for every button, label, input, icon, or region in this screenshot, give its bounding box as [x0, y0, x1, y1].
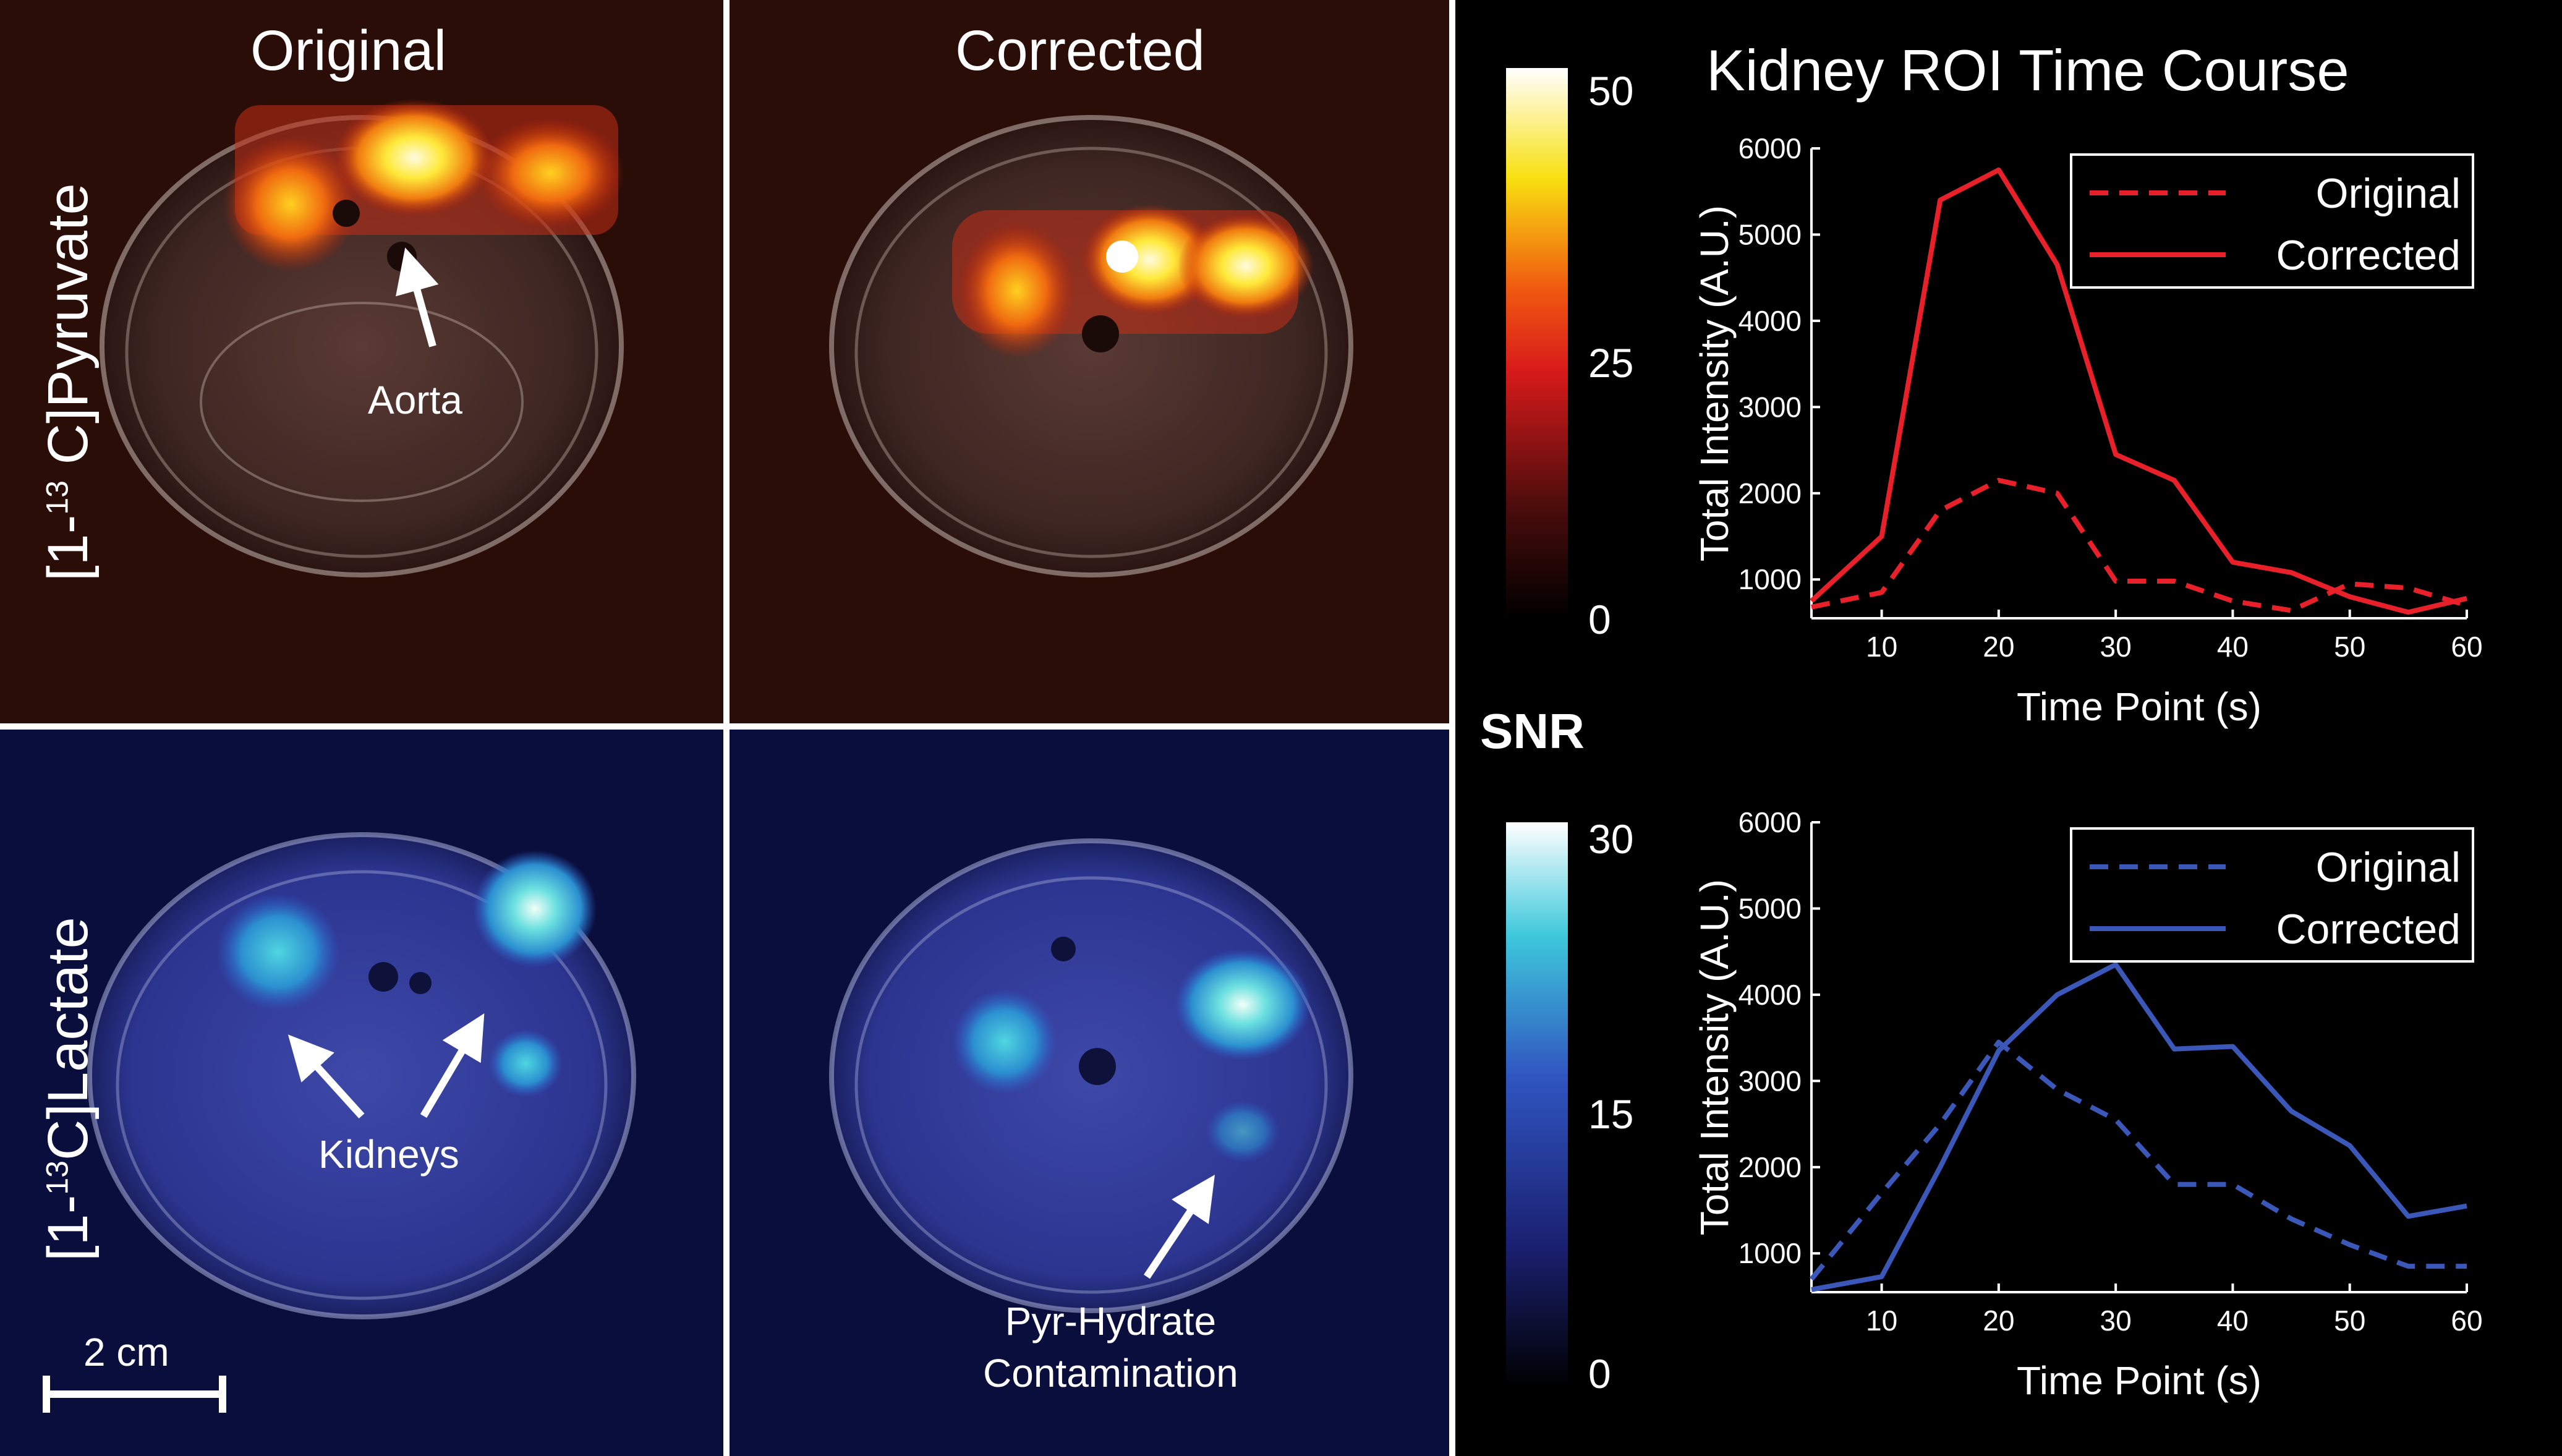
x-tick-label: 20	[1983, 1305, 2014, 1337]
y-tick-label: 3000	[1738, 391, 1802, 423]
x-tick-label: 30	[2100, 1305, 2132, 1337]
x-tick-label: 40	[2217, 631, 2249, 663]
series-line-corrected	[1811, 962, 2467, 1292]
y-tick-label: 6000	[1738, 132, 1802, 164]
arrow-kidney-left	[287, 1034, 365, 1119]
snr-label: SNR	[1480, 704, 1585, 759]
colorbars: 50 25 0 SNR 30 15 0	[1480, 68, 1633, 1397]
series-line-corrected	[1810, 167, 2467, 615]
arrow-pyr-hydrate	[1144, 1175, 1215, 1279]
y-axis-label: Total Intensity (A.U.)	[1692, 205, 1737, 561]
colorbar-pyruvate-mid: 25	[1588, 340, 1633, 386]
x-tick-label: 50	[2334, 631, 2365, 663]
y-tick-label: 5000	[1738, 892, 1802, 924]
column-label-original: Original	[250, 19, 447, 82]
y-tick-label: 2000	[1738, 1151, 1802, 1183]
y-tick-label: 1000	[1738, 563, 1802, 595]
x-tick-label: 30	[2100, 631, 2132, 663]
label-aorta: Aorta	[368, 378, 462, 422]
x-axis-label: Time Point (s)	[2017, 1358, 2262, 1403]
x-tick-label: 50	[2334, 1305, 2365, 1337]
legend-box	[2070, 153, 2474, 289]
y-axis-label: Total Intensity (A.U.)	[1692, 879, 1737, 1235]
annotation-arrows	[43, 247, 1215, 1413]
mri-image-lactate-original	[0, 730, 723, 1456]
divider-right	[1449, 0, 1455, 1456]
scalebar-label: 2 cm	[83, 1330, 169, 1374]
y-tick-label: 4000	[1738, 979, 1802, 1011]
legend-label-original: Original	[2316, 170, 2461, 217]
y-tick-label: 2000	[1738, 477, 1802, 509]
colorbar-pyruvate-max: 50	[1588, 68, 1633, 114]
y-tick-label: 4000	[1738, 305, 1802, 337]
mri-image-pyruvate-original	[0, 0, 723, 723]
arrow-aorta	[396, 247, 439, 347]
colorbar-pyruvate	[1506, 68, 1568, 618]
y-tick-label: 1000	[1738, 1237, 1802, 1269]
series-line-original	[1809, 1039, 2467, 1281]
chart-title: Kidney ROI Time Course	[1706, 38, 2349, 103]
colorbar-lactate-max: 30	[1588, 816, 1633, 862]
legend-label-corrected: Corrected	[2276, 232, 2461, 279]
colorbar-pyruvate-min: 0	[1588, 597, 1611, 642]
x-tick-label: 40	[2217, 1305, 2249, 1337]
x-tick-label: 60	[2451, 1305, 2482, 1337]
mri-image-pyruvate-corrected	[730, 0, 1453, 723]
mri-image-lactate-corrected	[730, 730, 1453, 1456]
y-tick-label: 5000	[1738, 218, 1802, 250]
panel-lactate-original	[0, 730, 723, 1456]
chart-lactate-time-course: 10 20 30 40 50 60 1000 2000 3000 4000 5000 6000 Time…	[1692, 806, 2483, 1403]
x-axis-label: Time Point (s)	[2017, 684, 2262, 729]
y-tick-label: 6000	[1738, 806, 1802, 838]
y-tick-label: 3000	[1738, 1065, 1802, 1097]
colorbar-lactate-mid: 15	[1588, 1091, 1633, 1137]
label-kidneys: Kidneys	[318, 1132, 459, 1177]
chart-pyruvate-time-course: 10 20 30 40 50 60 1000 2000 3000 4000 5000 6000 Time…	[1692, 132, 2483, 729]
x-tick-label: 10	[1866, 631, 1897, 663]
column-label-corrected: Corrected	[955, 19, 1205, 82]
x-tick-label: 60	[2451, 631, 2482, 663]
divider-horizontal	[0, 723, 1453, 730]
panel-lactate-corrected	[730, 730, 1453, 1456]
x-tick-label: 20	[1983, 631, 2014, 663]
legend-label-original: Original	[2316, 844, 2461, 891]
arrow-kidney-right	[420, 1013, 485, 1118]
colorbar-lactate	[1506, 822, 1568, 1388]
panel-pyruvate-corrected	[730, 0, 1453, 723]
label-pyr-hydrate: Pyr-Hydrate Contamination	[983, 1299, 1238, 1395]
colorbar-lactate-min: 0	[1588, 1351, 1611, 1397]
panel-pyruvate-original	[0, 0, 723, 723]
series-line-original	[1811, 477, 2468, 613]
x-tick-label: 10	[1866, 1305, 1897, 1337]
legend-label-corrected: Corrected	[2276, 906, 2461, 953]
legend-box	[2070, 827, 2474, 963]
